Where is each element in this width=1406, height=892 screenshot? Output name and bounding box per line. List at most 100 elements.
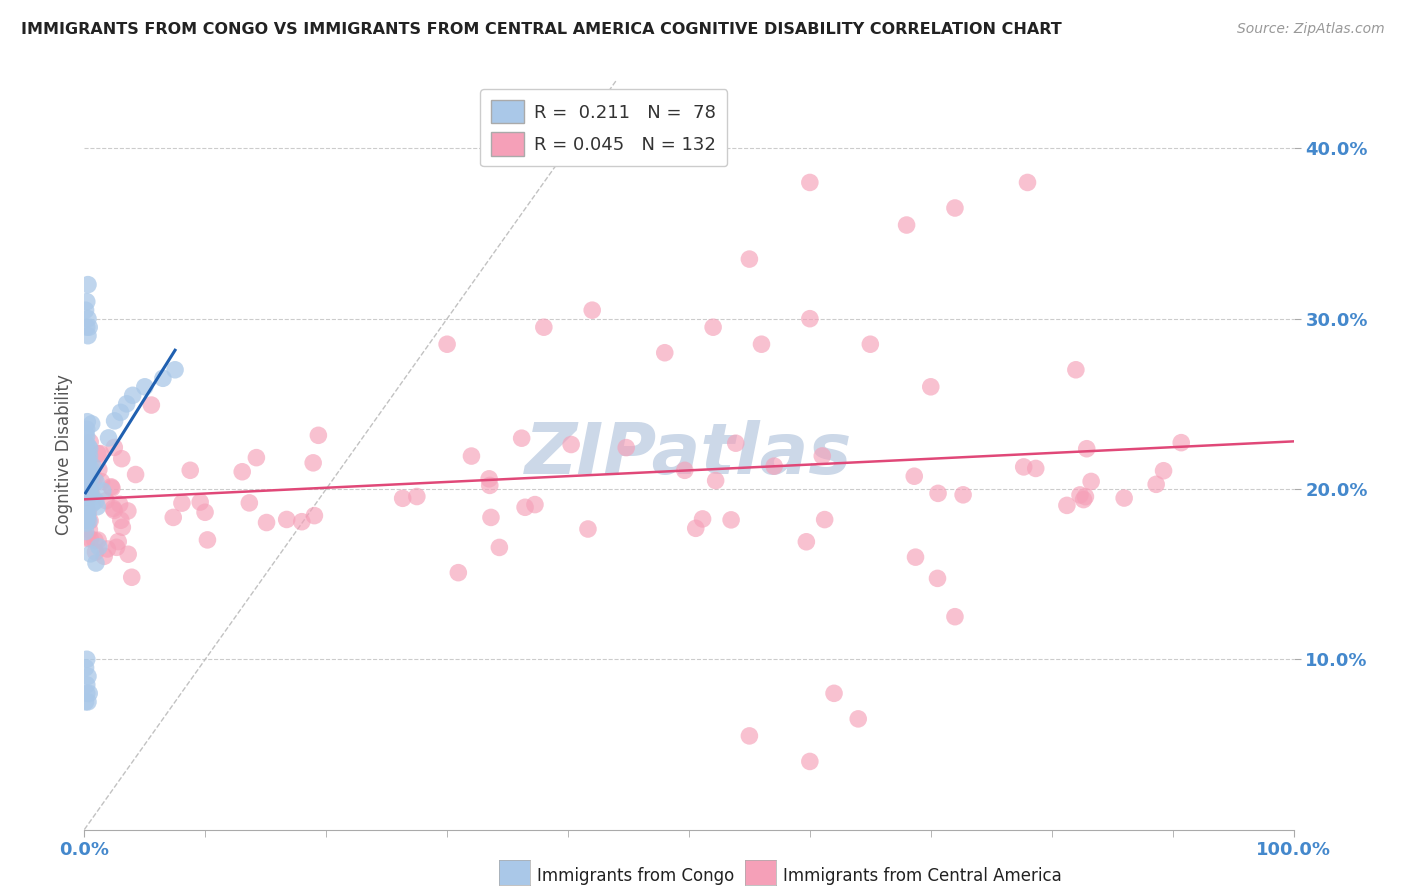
Point: [79, 434, 101, 449]
Point: [75, 438, 97, 452]
Point: [103, 503, 125, 517]
Point: [80, 417, 103, 431]
Point: [80, 487, 103, 501]
Point: [1074, 490, 1097, 504]
Y-axis label: Cognitive Disability: Cognitive Disability: [55, 375, 73, 535]
Point: [76, 512, 98, 526]
Point: [77, 514, 100, 528]
Point: [614, 441, 637, 455]
Point: [846, 712, 869, 726]
Point: [103, 441, 125, 455]
Point: [76, 468, 98, 483]
Point: [1076, 442, 1098, 456]
Point: [75, 516, 97, 530]
Point: [91, 484, 114, 499]
Point: [101, 481, 124, 495]
Point: [75, 486, 97, 500]
Point: [724, 436, 747, 450]
Point: [1144, 477, 1167, 491]
Point: [79, 532, 101, 546]
Point: [82, 459, 104, 474]
Point: [952, 488, 974, 502]
Point: [87, 462, 110, 476]
Point: [1064, 363, 1087, 377]
Point: [93, 549, 115, 564]
Text: Immigrants from Congo: Immigrants from Congo: [537, 867, 734, 885]
Point: [460, 449, 482, 463]
Legend: R =  0.211   N =  78, R = 0.045   N = 132: R = 0.211 N = 78, R = 0.045 N = 132: [481, 89, 727, 167]
Point: [75, 472, 97, 486]
Point: [121, 570, 143, 584]
Point: [82, 497, 104, 511]
Point: [76, 451, 98, 466]
Point: [90, 447, 112, 461]
Point: [75, 457, 97, 471]
Point: [76, 678, 98, 692]
Point: [76, 455, 98, 469]
Point: [82, 471, 104, 485]
Point: [1073, 492, 1095, 507]
Point: [304, 508, 326, 523]
Point: [90, 475, 112, 489]
Point: [77, 328, 100, 343]
Point: [84, 494, 107, 508]
Point: [478, 478, 501, 492]
Point: [134, 380, 156, 394]
Text: IMMIGRANTS FROM CONGO VS IMMIGRANTS FROM CENTRAL AMERICA COGNITIVE DISABILITY CO: IMMIGRANTS FROM CONGO VS IMMIGRANTS FROM…: [21, 22, 1062, 37]
Point: [84, 533, 107, 548]
Point: [1056, 499, 1078, 513]
Point: [799, 176, 821, 190]
Text: Source: ZipAtlas.com: Source: ZipAtlas.com: [1237, 22, 1385, 37]
Point: [811, 449, 834, 463]
Point: [75, 489, 97, 503]
Point: [581, 303, 603, 318]
Point: [75, 485, 97, 500]
Point: [704, 474, 727, 488]
Point: [84, 545, 107, 559]
Point: [76, 508, 98, 522]
Point: [692, 512, 714, 526]
Point: [76, 429, 98, 443]
Point: [179, 463, 201, 477]
Point: [720, 513, 742, 527]
Point: [76, 500, 98, 514]
Point: [111, 451, 134, 466]
Point: [75, 467, 97, 481]
Point: [165, 363, 187, 377]
Point: [943, 609, 966, 624]
Point: [276, 512, 298, 526]
Point: [763, 459, 786, 474]
Point: [77, 439, 100, 453]
Point: [702, 320, 724, 334]
Point: [77, 311, 100, 326]
Point: [141, 398, 163, 412]
Point: [80, 490, 103, 504]
Point: [927, 571, 949, 585]
Point: [79, 547, 101, 561]
Point: [80, 466, 103, 480]
Point: [110, 513, 132, 527]
Point: [124, 467, 146, 482]
Point: [77, 277, 100, 292]
Point: [799, 755, 821, 769]
Point: [75, 481, 97, 495]
Point: [77, 505, 100, 519]
Point: [799, 311, 821, 326]
Point: [115, 397, 138, 411]
Point: [76, 686, 98, 700]
Point: [76, 532, 98, 546]
Point: [170, 496, 193, 510]
Point: [104, 414, 127, 428]
Point: [391, 491, 413, 506]
Point: [920, 380, 942, 394]
Point: [76, 509, 98, 524]
Point: [152, 371, 174, 385]
Point: [76, 294, 98, 309]
Point: [105, 541, 128, 555]
Point: [738, 729, 761, 743]
Point: [86, 500, 108, 514]
Point: [108, 497, 131, 511]
Point: [87, 533, 110, 548]
Point: [75, 513, 97, 527]
Point: [84, 556, 107, 570]
